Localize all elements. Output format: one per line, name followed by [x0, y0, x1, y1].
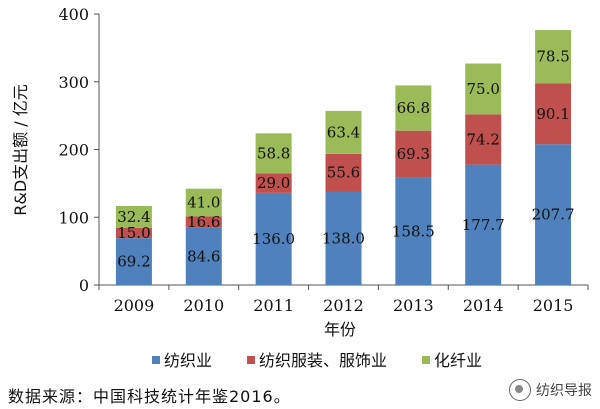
bar-segment — [255, 173, 292, 193]
data-label: 32.4 — [117, 208, 150, 226]
data-label: 69.2 — [117, 253, 150, 271]
x-tick-label: 2014 — [463, 296, 504, 315]
bar-segment — [395, 130, 432, 178]
data-label: 41.0 — [187, 194, 220, 212]
data-label: 16.6 — [187, 213, 220, 231]
data-label: 55.6 — [327, 164, 360, 182]
y-tick-label: 0 — [79, 276, 89, 295]
data-label: 136.0 — [252, 230, 295, 248]
bar-segment — [465, 114, 502, 165]
legend-swatch — [247, 356, 255, 364]
bar-segment — [395, 177, 432, 285]
x-tick-label: 2012 — [323, 296, 364, 315]
bar-segment — [535, 30, 572, 84]
legend-swatch — [152, 356, 160, 364]
wechat-official-account-icon — [509, 379, 531, 401]
data-label: 66.8 — [397, 99, 430, 117]
x-tick-label: 2009 — [114, 296, 155, 315]
x-axis: 2009 2010 2011 2012 2013 2014 2015 — [98, 284, 589, 315]
x-tick-label: 2013 — [393, 296, 434, 315]
legend-swatch — [422, 356, 430, 364]
y-axis: 0 100 200 300 400 — [58, 5, 100, 295]
data-label: 90.1 — [536, 105, 569, 123]
bar-segment — [465, 164, 502, 285]
bar-segment — [115, 238, 152, 285]
bar-segment — [115, 227, 152, 239]
watermark: 纺织导报 — [509, 379, 592, 401]
source-note: 数据来源：中国科技统计年鉴2016。 — [8, 387, 291, 406]
y-tick-label: 400 — [58, 5, 89, 24]
legend-label: 纺织业 — [164, 351, 212, 370]
data-label: 75.0 — [467, 80, 500, 98]
bar-segment — [535, 83, 572, 145]
legend-label: 纺织服装、服饰业 — [259, 351, 387, 370]
bar-segment — [325, 110, 362, 154]
bar-segment — [185, 216, 222, 228]
bar-series-group — [115, 30, 572, 285]
data-label: 74.2 — [467, 130, 500, 148]
data-label: 58.8 — [257, 144, 290, 162]
y-tick-label: 200 — [58, 141, 89, 160]
bar-segment — [325, 191, 362, 285]
bar-segment — [185, 188, 222, 217]
data-label-group: 69.2 15.032.4 84.6 16.641.0 136.0 29.0 58.8 138… — [117, 48, 574, 271]
data-label: 69.3 — [397, 145, 430, 163]
bar-segment — [115, 206, 152, 228]
x-tick-label: 2010 — [183, 296, 224, 315]
y-tick-label: 100 — [58, 208, 89, 227]
bar-segment — [325, 153, 362, 192]
data-label: 84.6 — [187, 247, 220, 265]
watermark-text: 纺织导报 — [536, 383, 592, 399]
legend-label: 化纤业 — [434, 351, 482, 370]
legend: 纺织业 纺织服装、服饰业 化纤业 — [152, 351, 482, 370]
data-label: 15.0 — [117, 224, 150, 242]
x-tick-label: 2011 — [253, 296, 294, 315]
bar-segment — [255, 192, 292, 285]
y-tick-label: 300 — [58, 73, 89, 92]
data-label: 29.0 — [257, 174, 290, 192]
data-label: 177.7 — [462, 216, 505, 234]
bar-segment — [535, 144, 572, 285]
x-axis-title: 年份 — [324, 320, 356, 339]
data-label: 78.5 — [536, 48, 569, 66]
data-label: 207.7 — [532, 206, 575, 224]
data-label: 158.5 — [392, 222, 435, 240]
bar-segment — [395, 85, 432, 131]
bar-segment — [255, 133, 292, 174]
data-label: 138.0 — [322, 229, 365, 247]
bar-segment — [465, 63, 502, 115]
data-label: 63.4 — [327, 123, 360, 141]
x-tick-label: 2015 — [533, 296, 574, 315]
y-axis-title: R&D支出额 / 亿元 — [11, 84, 30, 215]
bar-segment — [185, 227, 222, 285]
